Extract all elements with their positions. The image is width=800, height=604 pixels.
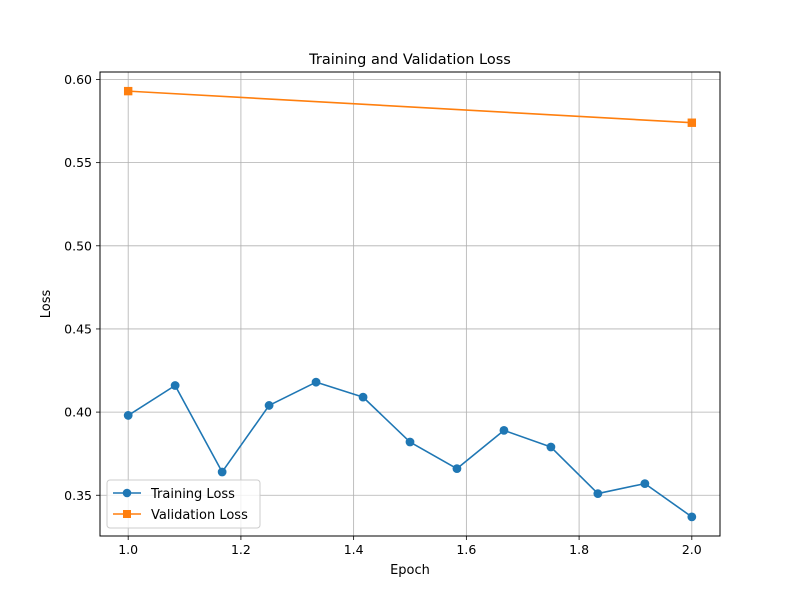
legend-box (106, 479, 261, 529)
training-loss-point (405, 437, 415, 447)
training-loss-point (123, 411, 133, 420)
plot-frame (99, 71, 721, 537)
training-loss-point (640, 479, 650, 489)
training-loss-point (311, 377, 321, 387)
validation-loss-point (123, 86, 133, 96)
y-tick-label: 0.45 (64, 321, 92, 336)
y-tick-label: 0.35 (64, 488, 92, 503)
y-tick-label: 0.60 (64, 72, 92, 87)
legend-training-label: Training Loss (150, 487, 235, 502)
training-loss-point (593, 489, 603, 498)
x-tick-label: 2.0 (682, 542, 702, 557)
validation-loss-point (687, 118, 697, 127)
training-loss-point (546, 442, 556, 452)
x-tick-label: 1.6 (456, 542, 476, 557)
training-loss-point (358, 392, 368, 402)
legend-validation-label: Validation Loss (151, 508, 248, 523)
legend-training-marker (122, 488, 132, 498)
x-tick-label: 1.4 (344, 542, 364, 557)
training-loss-point (217, 467, 227, 477)
ticks: 1.0 1.2 1.4 1.6 1.8 2.0 0.35 0.40 0.45 0.50 0.55 0.… (64, 72, 702, 557)
training-loss-point (499, 425, 509, 435)
chart-title: Training and Validation Loss (308, 52, 511, 68)
x-tick-label: 1.8 (569, 542, 589, 557)
x-tick-label: 1.2 (231, 542, 251, 557)
training-loss-point (264, 401, 274, 410)
y-axis-label: Loss (39, 290, 54, 319)
series-layer (123, 86, 697, 522)
y-tick-label: 0.50 (64, 238, 92, 253)
y-tick-label: 0.55 (64, 155, 92, 170)
validation-loss-line (128, 90, 692, 124)
legend: Training Loss Validation Loss (106, 479, 261, 529)
training-loss-point (170, 381, 180, 390)
training-loss-point (687, 512, 697, 522)
x-tick-label: 1.0 (118, 542, 138, 557)
training-loss-point (452, 464, 462, 474)
legend-validation-marker (123, 510, 131, 518)
x-axis-label: Epoch (390, 563, 430, 578)
y-tick-label: 0.40 (64, 405, 92, 420)
grid (100, 72, 720, 536)
